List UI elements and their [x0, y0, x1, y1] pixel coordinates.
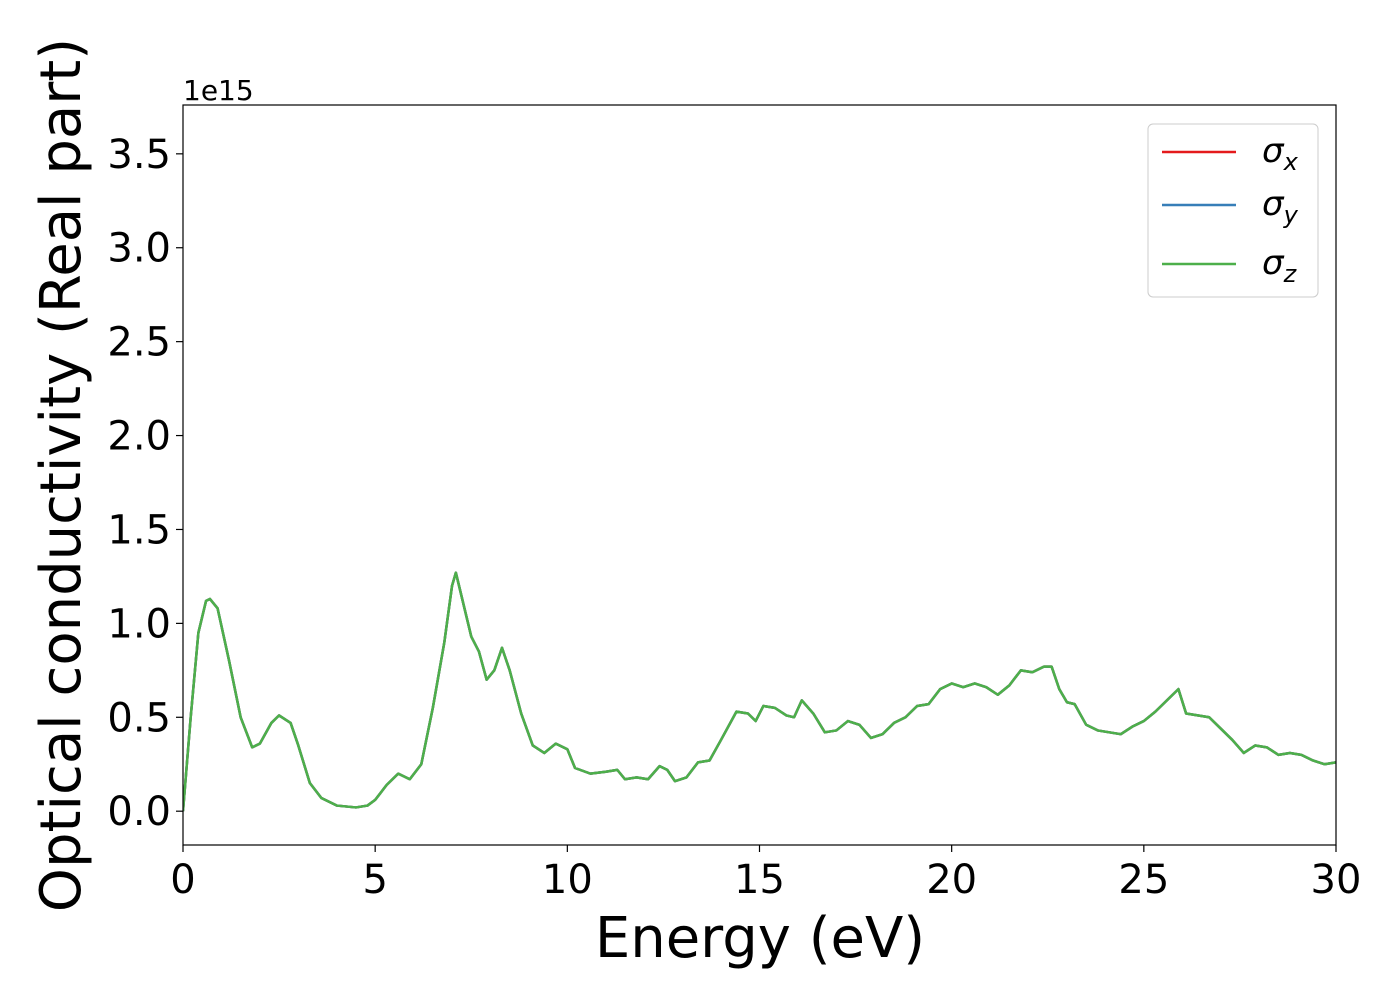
y-offset-text: 1e15	[183, 74, 254, 107]
legend-label: σz	[1262, 243, 1298, 288]
y-tick-label: 2.0	[107, 414, 171, 460]
y-tick-label: 1.5	[107, 507, 171, 553]
legend: σx σy σz	[1147, 123, 1319, 298]
legend-label: σx	[1262, 131, 1299, 176]
x-tick-label: 25	[1118, 857, 1169, 903]
y-tick-label: 0.0	[107, 789, 171, 835]
legend-label: σy	[1262, 184, 1299, 229]
y-tick-label: 1.0	[107, 601, 171, 647]
y-tick-label: 3.5	[107, 132, 171, 178]
x-tick-label: 0	[170, 857, 195, 903]
line-series	[183, 571, 1336, 812]
x-tick-label: 10	[542, 857, 593, 903]
legend-box	[1147, 123, 1319, 298]
y-tick-label: 3.0	[107, 226, 171, 272]
plot-frame	[182, 104, 1337, 846]
line-series	[183, 571, 1336, 812]
y-tick-label: 2.5	[107, 320, 171, 366]
x-tick-label: 20	[926, 857, 977, 903]
x-axis-label: Energy (eV)	[595, 906, 925, 971]
line-series	[183, 571, 1336, 812]
x-tick-label: 5	[362, 857, 387, 903]
y-tick-label: 0.5	[107, 695, 171, 741]
x-tick-label: 15	[734, 857, 785, 903]
y-axis-label: Optical conductivity (Real part)	[29, 38, 94, 912]
x-tick-label: 30	[1311, 857, 1362, 903]
